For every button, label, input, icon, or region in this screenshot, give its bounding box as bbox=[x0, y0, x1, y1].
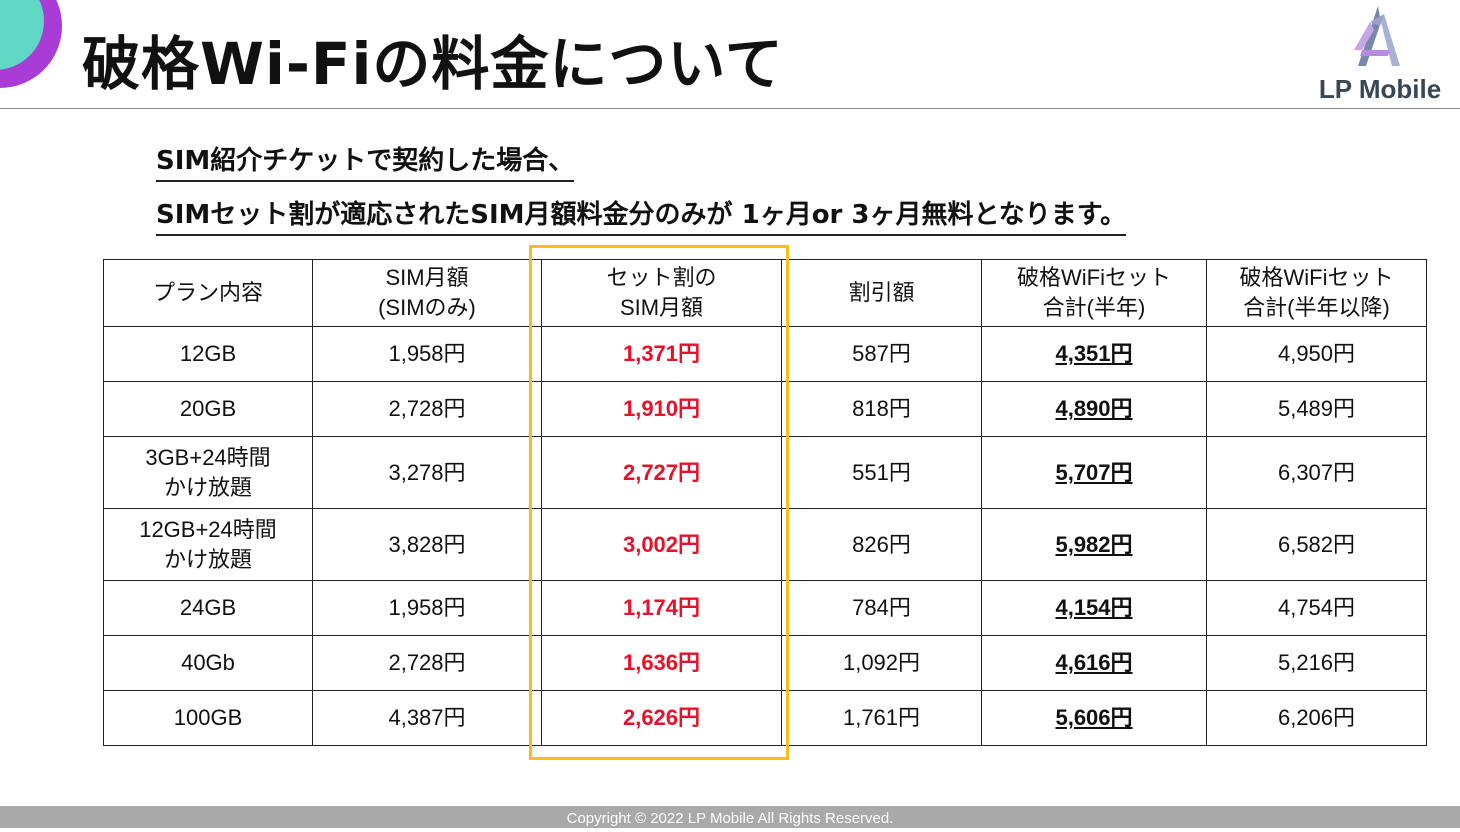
lp-mobile-logo-icon bbox=[1354, 6, 1400, 66]
header-divider bbox=[0, 108, 1460, 109]
table-row: 12GB 1,958円 1,371円 587円 4,351円 4,950円 bbox=[103, 326, 1427, 382]
header-set-discount-sim: セット割の SIM月額 bbox=[541, 259, 782, 327]
cell-plan: 3GB+24時間 かけ放題 bbox=[103, 436, 313, 509]
cell-total-six-months: 4,616円 bbox=[981, 635, 1207, 691]
cell-sim-monthly: 2,728円 bbox=[312, 381, 542, 437]
cell-total-after-six-months: 4,754円 bbox=[1206, 580, 1427, 636]
cell-discount: 1,092円 bbox=[781, 635, 982, 691]
table-header-row: プラン内容 SIM月額 (SIMのみ) セット割の SIM月額 割引額 破格WiFi… bbox=[103, 259, 1427, 327]
cell-total-six-months: 5,707円 bbox=[981, 436, 1207, 509]
cell-plan: 40Gb bbox=[103, 635, 313, 691]
pricing-table: プラン内容 SIM月額 (SIMのみ) セット割の SIM月額 割引額 破格WiFi… bbox=[103, 259, 1427, 746]
cell-plan: 100GB bbox=[103, 690, 313, 746]
header-sim-monthly: SIM月額 (SIMのみ) bbox=[312, 259, 542, 327]
brand-logo: LP Mobile bbox=[1300, 4, 1460, 104]
subtitle-line-1: SIM紹介チケットで契約した場合、 bbox=[156, 140, 575, 182]
footer-copyright: Copyright © 2022 LP Mobile All Rights Re… bbox=[0, 806, 1460, 828]
table-row: 24GB 1,958円 1,174円 784円 4,154円 4,754円 bbox=[103, 580, 1427, 636]
cell-discount: 784円 bbox=[781, 580, 982, 636]
logo-text: LP Mobile bbox=[1318, 74, 1442, 104]
header-total-six-months: 破格WiFiセット 合計(半年) bbox=[981, 259, 1207, 327]
cell-set-discount-sim: 2,727円 bbox=[541, 436, 782, 509]
cell-total-after-six-months: 4,950円 bbox=[1206, 326, 1427, 382]
cell-plan: 24GB bbox=[103, 580, 313, 636]
header-total-after-six-months: 破格WiFiセット 合計(半年以降) bbox=[1206, 259, 1427, 327]
cell-set-discount-sim: 3,002円 bbox=[541, 508, 782, 581]
cell-set-discount-sim: 1,371円 bbox=[541, 326, 782, 382]
cell-sim-monthly: 2,728円 bbox=[312, 635, 542, 691]
cell-plan: 12GB+24時間 かけ放題 bbox=[103, 508, 313, 581]
cell-sim-monthly: 1,958円 bbox=[312, 326, 542, 382]
cell-set-discount-sim: 1,174円 bbox=[541, 580, 782, 636]
cell-set-discount-sim: 1,910円 bbox=[541, 381, 782, 437]
cell-total-six-months: 4,890円 bbox=[981, 381, 1207, 437]
cell-sim-monthly: 3,828円 bbox=[312, 508, 542, 581]
cell-plan: 12GB bbox=[103, 326, 313, 382]
cell-discount: 826円 bbox=[781, 508, 982, 581]
cell-discount: 551円 bbox=[781, 436, 982, 509]
cell-discount: 818円 bbox=[781, 381, 982, 437]
cell-total-six-months: 5,606円 bbox=[981, 690, 1207, 746]
table-row: 40Gb 2,728円 1,636円 1,092円 4,616円 5,216円 bbox=[103, 635, 1427, 691]
cell-set-discount-sim: 1,636円 bbox=[541, 635, 782, 691]
cell-total-six-months: 5,982円 bbox=[981, 508, 1207, 581]
cell-plan: 20GB bbox=[103, 381, 313, 437]
cell-set-discount-sim: 2,626円 bbox=[541, 690, 782, 746]
subtitle-line-2: SIMセット割が適応されたSIM月額料金分のみが 1ヶ月or 3ヶ月無料となりま… bbox=[156, 194, 1127, 236]
page-title: 破格Wi-Fiの料金について bbox=[82, 30, 784, 98]
table-row: 20GB 2,728円 1,910円 818円 4,890円 5,489円 bbox=[103, 381, 1427, 437]
cell-discount: 1,761円 bbox=[781, 690, 982, 746]
cell-total-after-six-months: 6,206円 bbox=[1206, 690, 1427, 746]
cell-discount: 587円 bbox=[781, 326, 982, 382]
table-row: 100GB 4,387円 2,626円 1,761円 5,606円 6,206円 bbox=[103, 690, 1427, 746]
cell-total-after-six-months: 5,216円 bbox=[1206, 635, 1427, 691]
cell-total-six-months: 4,351円 bbox=[981, 326, 1207, 382]
cell-total-six-months: 4,154円 bbox=[981, 580, 1207, 636]
cell-sim-monthly: 4,387円 bbox=[312, 690, 542, 746]
cell-total-after-six-months: 5,489円 bbox=[1206, 381, 1427, 437]
header-discount-amount: 割引額 bbox=[781, 259, 982, 327]
header-plan: プラン内容 bbox=[103, 259, 313, 327]
cell-total-after-six-months: 6,307円 bbox=[1206, 436, 1427, 509]
cell-total-after-six-months: 6,582円 bbox=[1206, 508, 1427, 581]
table-row: 3GB+24時間 かけ放題 3,278円 2,727円 551円 5,707円 6… bbox=[103, 436, 1427, 509]
cell-sim-monthly: 3,278円 bbox=[312, 436, 542, 509]
table-row: 12GB+24時間 かけ放題 3,828円 3,002円 826円 5,982円 … bbox=[103, 508, 1427, 581]
cell-sim-monthly: 1,958円 bbox=[312, 580, 542, 636]
